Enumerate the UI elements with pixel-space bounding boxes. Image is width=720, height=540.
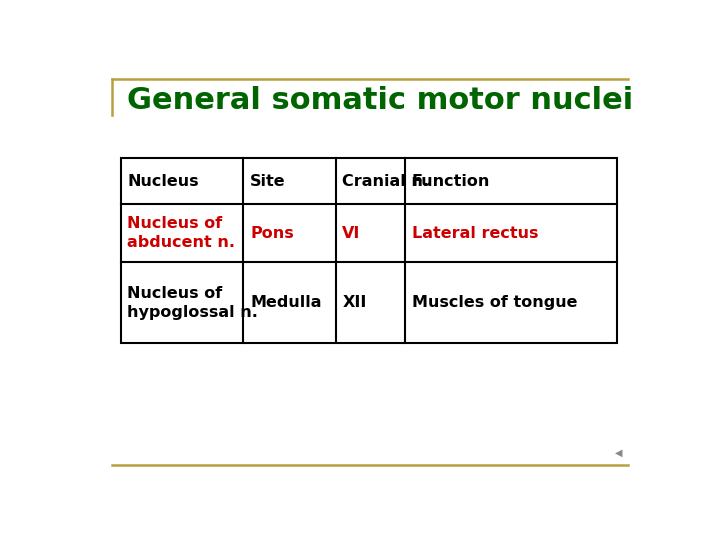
Text: Muscles of tongue: Muscles of tongue xyxy=(412,295,577,310)
Text: Nucleus: Nucleus xyxy=(127,174,199,188)
Bar xyxy=(121,158,617,343)
Text: General somatic motor nuclei: General somatic motor nuclei xyxy=(127,86,634,114)
Text: Site: Site xyxy=(250,174,286,188)
Text: ◀: ◀ xyxy=(616,448,623,458)
Text: Lateral rectus: Lateral rectus xyxy=(412,226,539,241)
Text: Pons: Pons xyxy=(250,226,294,241)
Text: XII: XII xyxy=(342,295,366,310)
Text: Nucleus of
hypoglossal n.: Nucleus of hypoglossal n. xyxy=(127,286,258,320)
Text: Medulla: Medulla xyxy=(250,295,322,310)
Text: VI: VI xyxy=(342,226,361,241)
Text: Nucleus of
abducent n.: Nucleus of abducent n. xyxy=(127,217,235,250)
Text: Function: Function xyxy=(412,174,490,188)
Text: Cranial n.: Cranial n. xyxy=(342,174,429,188)
